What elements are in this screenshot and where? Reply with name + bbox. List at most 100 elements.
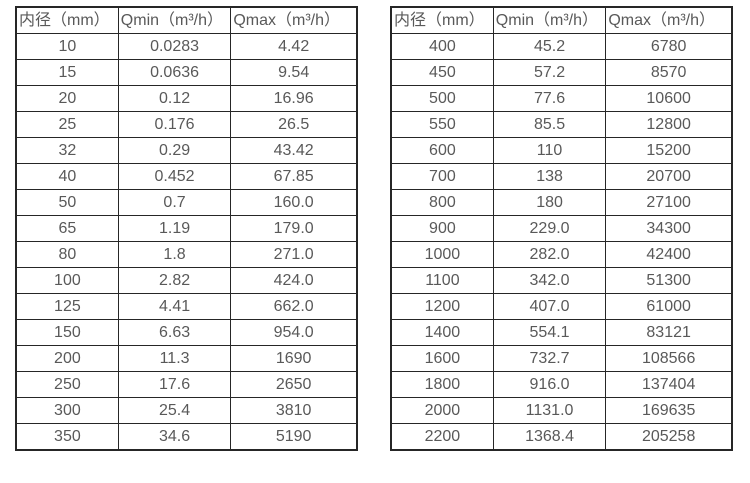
table-cell: 1368.4 (492, 423, 607, 451)
table-cell: 200 (15, 345, 119, 372)
table-cell: 0.7 (117, 189, 232, 216)
table-cell: 40 (15, 163, 119, 190)
table-cell: 77.6 (492, 85, 607, 112)
table-cell: 25.4 (117, 397, 232, 424)
table-row: 1800 916.0 137404 (390, 371, 733, 398)
table-cell: 83121 (605, 319, 733, 346)
table-cell: 1131.0 (492, 397, 607, 424)
table-cell: 1800 (390, 371, 494, 398)
table-cell: 0.0636 (117, 59, 232, 86)
table-cell: 43.42 (230, 137, 358, 164)
table-cell: 0.12 (117, 85, 232, 112)
table-cell: 42400 (605, 241, 733, 268)
table-cell: 400 (390, 33, 494, 60)
table-cell: 51300 (605, 267, 733, 294)
table-row: 350 34.6 5190 (15, 423, 358, 451)
column-header: Qmin（m³/h） (492, 6, 607, 34)
table-cell: 67.85 (230, 163, 358, 190)
table-cell: 3810 (230, 397, 358, 424)
table-row: 65 1.19 179.0 (15, 215, 358, 242)
table-cell: 180 (492, 189, 607, 216)
table-row: 150 6.63 954.0 (15, 319, 358, 346)
table-cell: 15 (15, 59, 119, 86)
table-cell: 85.5 (492, 111, 607, 138)
table-cell: 61000 (605, 293, 733, 320)
table-cell: 700 (390, 163, 494, 190)
flow-table-left-body: 10 0.0283 4.42 15 0.0636 9.54 20 0.12 16.96 25 0.1… (15, 33, 358, 451)
table-row: 10 0.0283 4.42 (15, 33, 358, 60)
table-cell: 732.7 (492, 345, 607, 372)
table-cell: 150 (15, 319, 119, 346)
table-cell: 9.54 (230, 59, 358, 86)
table-cell: 407.0 (492, 293, 607, 320)
table-cell: 50 (15, 189, 119, 216)
table-row: 80 1.8 271.0 (15, 241, 358, 268)
table-row: 1100 342.0 51300 (390, 267, 733, 294)
table-cell: 229.0 (492, 215, 607, 242)
table-cell: 110 (492, 137, 607, 164)
table-row: 32 0.29 43.42 (15, 137, 358, 164)
table-row: 250 17.6 2650 (15, 371, 358, 398)
table-cell: 45.2 (492, 33, 607, 60)
column-header: 内径（mm） (15, 6, 119, 34)
table-cell: 0.29 (117, 137, 232, 164)
table-cell: 137404 (605, 371, 733, 398)
table-row: 300 25.4 3810 (15, 397, 358, 424)
table-row: 25 0.176 26.5 (15, 111, 358, 138)
table-row: 100 2.82 424.0 (15, 267, 358, 294)
table-cell: 250 (15, 371, 119, 398)
table-row: 125 4.41 662.0 (15, 293, 358, 320)
table-row: 40 0.452 67.85 (15, 163, 358, 190)
table-cell: 8570 (605, 59, 733, 86)
table-cell: 34.6 (117, 423, 232, 451)
table-cell: 20 (15, 85, 119, 112)
table-row: 1400 554.1 83121 (390, 319, 733, 346)
table-cell: 10600 (605, 85, 733, 112)
table-cell: 1400 (390, 319, 494, 346)
flow-table-right-header: 内径（mm） Qmin（m³/h） Qmax（m³/h） (390, 6, 733, 34)
table-cell: 1600 (390, 345, 494, 372)
table-cell: 65 (15, 215, 119, 242)
table-cell: 1.19 (117, 215, 232, 242)
table-cell: 10 (15, 33, 119, 60)
table-cell: 205258 (605, 423, 733, 451)
flow-table-right-body: 400 45.2 6780 450 57.2 8570 500 77.6 10600 550 85.… (390, 33, 733, 451)
table-row: 1200 407.0 61000 (390, 293, 733, 320)
header-row: 内径（mm） Qmin（m³/h） Qmax（m³/h） (15, 6, 358, 34)
column-header: Qmax（m³/h） (605, 6, 733, 34)
table-cell: 342.0 (492, 267, 607, 294)
table-cell: 100 (15, 267, 119, 294)
table-row: 50 0.7 160.0 (15, 189, 358, 216)
table-cell: 4.42 (230, 33, 358, 60)
table-cell: 500 (390, 85, 494, 112)
table-row: 800 180 27100 (390, 189, 733, 216)
table-cell: 6780 (605, 33, 733, 60)
table-cell: 160.0 (230, 189, 358, 216)
table-cell: 1200 (390, 293, 494, 320)
table-cell: 5190 (230, 423, 358, 451)
table-cell: 0.0283 (117, 33, 232, 60)
table-cell: 271.0 (230, 241, 358, 268)
table-cell: 554.1 (492, 319, 607, 346)
table-cell: 0.452 (117, 163, 232, 190)
table-cell: 26.5 (230, 111, 358, 138)
table-cell: 916.0 (492, 371, 607, 398)
table-cell: 282.0 (492, 241, 607, 268)
table-row: 900 229.0 34300 (390, 215, 733, 242)
table-cell: 350 (15, 423, 119, 451)
header-row: 内径（mm） Qmin（m³/h） Qmax（m³/h） (390, 6, 733, 34)
table-cell: 1690 (230, 345, 358, 372)
table-cell: 2.82 (117, 267, 232, 294)
table-cell: 1100 (390, 267, 494, 294)
flow-tables-container: 内径（mm） Qmin（m³/h） Qmax（m³/h） 10 0.0283 4.42 1… (15, 6, 733, 451)
table-cell: 600 (390, 137, 494, 164)
table-cell: 662.0 (230, 293, 358, 320)
table-cell: 4.41 (117, 293, 232, 320)
table-cell: 11.3 (117, 345, 232, 372)
table-cell: 550 (390, 111, 494, 138)
table-row: 400 45.2 6780 (390, 33, 733, 60)
table-cell: 27100 (605, 189, 733, 216)
table-row: 500 77.6 10600 (390, 85, 733, 112)
table-cell: 800 (390, 189, 494, 216)
flow-table-right: 内径（mm） Qmin（m³/h） Qmax（m³/h） 400 45.2 6780 45… (390, 6, 733, 451)
